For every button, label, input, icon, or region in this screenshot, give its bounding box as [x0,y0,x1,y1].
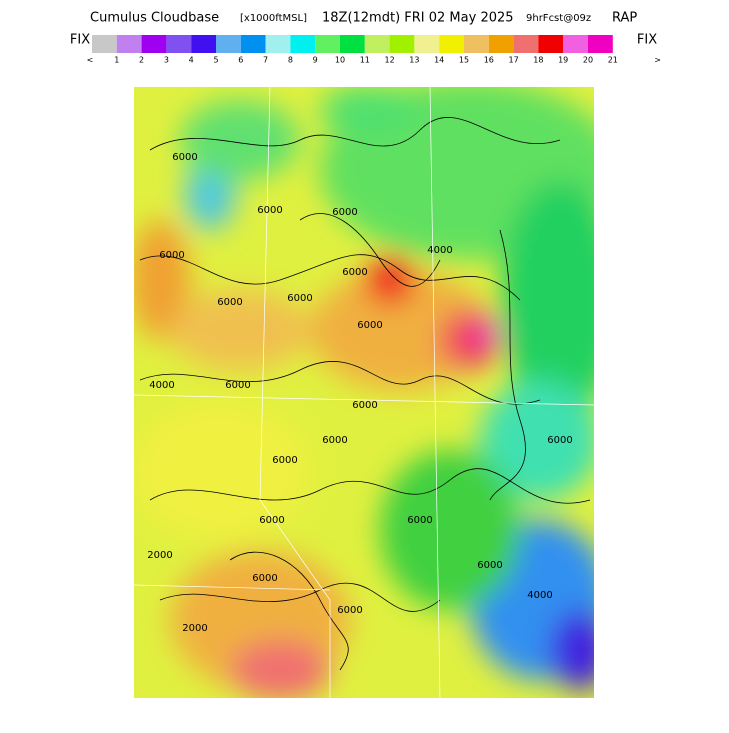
contour-label: 6000 [547,435,572,446]
contour-label: 6000 [322,435,347,446]
colorbar-tick-label: 3 [164,56,169,65]
colorbar-tick-label: 14 [434,56,444,65]
colorbar-tick-label: 8 [288,56,293,65]
color-swatch [216,35,241,53]
title: Cumulus Cloudbase [90,11,219,26]
colorbar-tick-label: 4 [189,56,194,65]
color-swatch [290,35,316,53]
borders [134,87,594,698]
colorbar-tick-label: < [87,56,94,65]
colorbar-tick-label: 12 [385,56,395,65]
colorbar-tick-label: 13 [409,56,419,65]
color-swatch [439,35,464,53]
contours [139,117,591,671]
color-swatch [240,35,266,53]
color-swatch [141,35,167,53]
contour-label: 6000 [337,605,362,616]
contour-label: 6000 [357,320,382,331]
contour-label: 6000 [272,455,297,466]
color-swatch [92,35,117,53]
valid-time: 18Z(12mdt) FRI 02 May 2025 [322,11,514,26]
color-swatch [588,35,613,53]
contour-label: 6000 [217,297,242,308]
model: RAP [612,11,637,26]
color-swatch [116,35,142,53]
map-field [134,87,594,698]
colorbar-tick-label: > [654,56,661,65]
colorbar-tick-label: 19 [558,56,568,65]
contour-label: 4000 [527,590,552,601]
units: [x1000ftMSL] [240,13,307,24]
contour-label: 6000 [407,515,432,526]
contour-label: 6000 [477,560,502,571]
colorbar-left-label: FIX [70,33,90,48]
contour-labels: 6000 6000 6000 6000 6000 6000 4000 6000 6000 6000… [147,152,572,634]
colorbar: <1 2 3 4 5 6 7 8 9 10 11 12 13 14 15 16 17 18 19 20 21 > [87,35,661,65]
colorbar-tick-label: 9 [313,56,318,65]
color-swatch [414,35,440,53]
color-swatch [513,35,539,53]
contour-label: 4000 [149,380,174,391]
colorbar-tick-label: 2 [139,56,144,65]
forecast: 9hrFcst@09z [526,13,591,24]
contour-label: 6000 [257,205,282,216]
map: 6000 6000 6000 6000 6000 6000 4000 6000 6000 6000… [134,87,594,698]
colorbar-tick-label: 15 [459,56,469,65]
colorbar-tick-label: 20 [583,56,593,65]
colorbar-tick-label: 21 [608,56,618,65]
contour-label: 2000 [182,623,207,634]
contour-label: 6000 [352,400,377,411]
color-swatch [464,35,489,53]
colorbar-tick-label: 6 [238,56,243,65]
contour-label: 6000 [172,152,197,163]
colorbar-right-label: FIX [637,33,657,48]
color-swatch [265,35,291,53]
contour-label: 6000 [332,207,357,218]
color-swatch [191,35,216,53]
contour-label: 6000 [225,380,250,391]
contour-label: 6000 [342,267,367,278]
contour-label: 6000 [259,515,284,526]
colorbar-tick-label: 18 [533,56,543,65]
contour-label: 6000 [287,293,312,304]
colorbar-tick-label: 5 [213,56,218,65]
contour-label: 4000 [427,245,452,256]
colorbar-tick-label: 1 [114,56,119,65]
color-swatch [488,35,514,53]
color-swatch [340,35,365,53]
colorbar-tick-label: 7 [263,56,268,65]
color-swatch [389,35,415,53]
colorbar-tick-label: 11 [360,56,370,65]
contour-label: 6000 [252,573,277,584]
colorbar-tick-label: 17 [509,56,519,65]
color-swatch [364,35,390,53]
color-swatch [166,35,192,53]
color-swatch [538,35,564,53]
colorbar-tick-label: 16 [484,56,494,65]
colorbar-tick-label: 10 [335,56,345,65]
color-swatch [315,35,340,53]
contour-label: 2000 [147,550,172,561]
color-swatch [563,35,588,53]
contour-label: 6000 [159,250,184,261]
